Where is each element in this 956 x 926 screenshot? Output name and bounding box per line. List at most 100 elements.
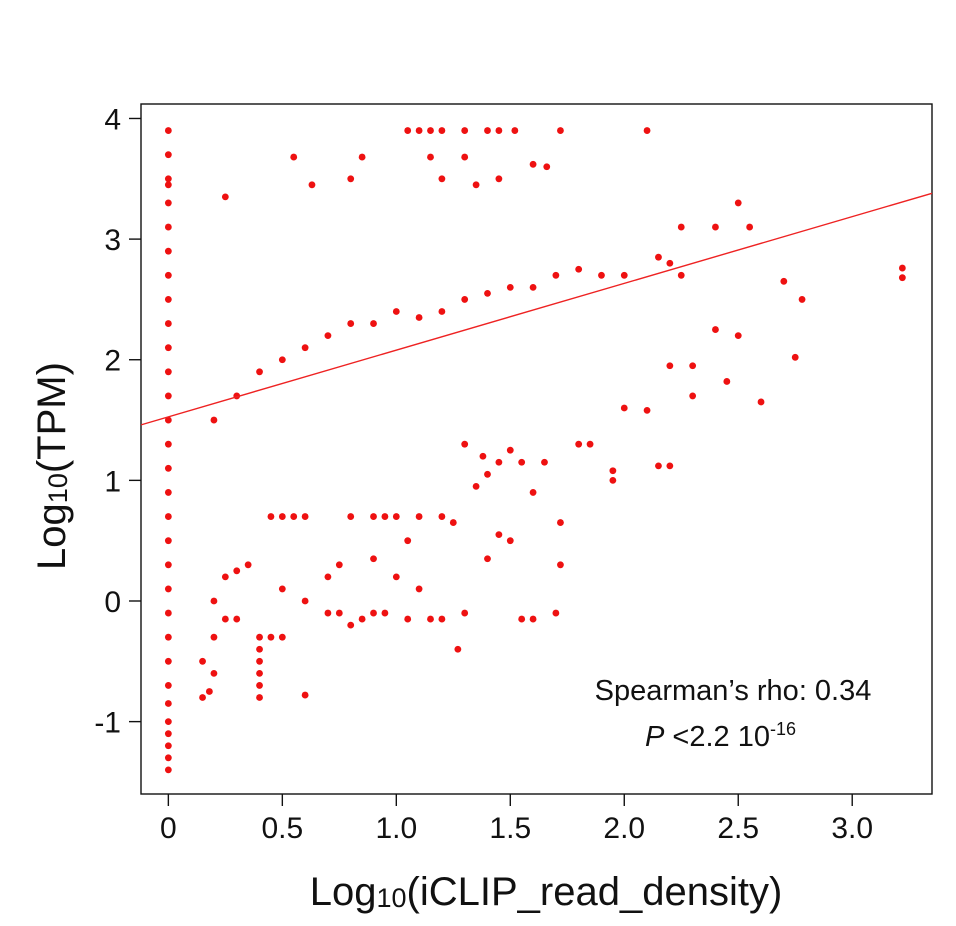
data-point xyxy=(780,277,788,285)
data-point xyxy=(164,271,172,279)
data-point xyxy=(301,513,309,520)
data-point xyxy=(256,633,263,641)
data-point xyxy=(278,356,286,364)
data-point xyxy=(278,633,286,641)
data-point xyxy=(484,470,491,478)
data-point xyxy=(381,513,389,520)
y-tick-label: 2 xyxy=(104,345,121,378)
data-point xyxy=(552,609,560,617)
x-tick-label: 2.0 xyxy=(603,812,645,845)
data-point xyxy=(461,440,469,448)
data-point xyxy=(898,264,906,272)
y-tick-label: 3 xyxy=(104,224,121,257)
data-point xyxy=(529,283,537,291)
data-point xyxy=(575,440,583,448)
data-point xyxy=(655,253,662,261)
data-point xyxy=(557,127,564,134)
data-point xyxy=(598,271,605,279)
data-point xyxy=(370,555,377,563)
data-point xyxy=(689,362,697,370)
annotation-p: P <2.2 10-16 xyxy=(645,719,796,753)
data-point xyxy=(278,513,286,520)
data-point xyxy=(221,573,229,581)
data-point xyxy=(484,555,491,563)
data-point xyxy=(233,567,241,575)
data-point xyxy=(438,513,446,520)
data-point xyxy=(324,332,332,340)
data-point xyxy=(461,609,469,617)
data-point xyxy=(267,513,275,520)
data-point xyxy=(666,362,674,370)
data-point xyxy=(347,320,355,327)
data-point xyxy=(427,153,434,161)
data-point xyxy=(210,597,218,605)
data-point xyxy=(557,561,564,569)
data-point xyxy=(370,513,377,520)
data-point xyxy=(256,645,263,653)
data-point xyxy=(256,694,263,701)
data-point xyxy=(518,615,526,623)
data-point xyxy=(712,223,719,231)
x-tick-label: 1.0 xyxy=(375,812,417,845)
data-point xyxy=(256,368,263,376)
data-point xyxy=(557,519,564,526)
data-point xyxy=(164,199,172,207)
data-point xyxy=(244,561,252,569)
data-point xyxy=(495,175,503,183)
x-axis: 0 0.5 1.0 1.5 2.0 2.5 3.0 xyxy=(160,794,873,845)
data-point xyxy=(301,344,309,352)
data-point xyxy=(210,669,218,677)
data-point xyxy=(164,561,172,569)
data-point xyxy=(278,585,286,593)
data-point xyxy=(164,657,172,665)
data-point xyxy=(164,718,172,726)
data-point xyxy=(734,332,742,340)
data-point xyxy=(712,326,719,333)
data-point xyxy=(256,682,263,689)
x-tick-label: 1.5 xyxy=(489,812,531,845)
data-point xyxy=(898,274,906,282)
data-point xyxy=(347,513,355,520)
data-point xyxy=(438,308,446,315)
data-point xyxy=(529,160,537,168)
data-point xyxy=(438,175,446,183)
data-point xyxy=(301,691,309,699)
data-point xyxy=(438,127,446,134)
data-point xyxy=(643,127,651,134)
data-point xyxy=(723,378,731,385)
data-point xyxy=(677,271,685,279)
data-point xyxy=(164,489,172,496)
data-point xyxy=(381,609,389,617)
data-point xyxy=(164,416,172,424)
data-point xyxy=(472,181,480,189)
data-point xyxy=(495,127,503,134)
data-point xyxy=(164,223,172,231)
data-point xyxy=(164,320,172,327)
data-point xyxy=(164,440,172,448)
data-point xyxy=(164,392,172,400)
data-point xyxy=(221,193,229,201)
data-point xyxy=(620,271,628,279)
data-point xyxy=(798,296,806,303)
annotation-rho: Spearman’s rho: 0.34 xyxy=(595,675,872,707)
data-point xyxy=(370,609,377,617)
data-point xyxy=(506,537,514,545)
data-point xyxy=(221,615,229,623)
data-point xyxy=(484,289,491,297)
data-point xyxy=(370,320,377,327)
data-point xyxy=(461,296,469,303)
data-point xyxy=(427,127,434,134)
data-point xyxy=(461,153,469,161)
data-point xyxy=(199,657,206,665)
y-tick-label: -1 xyxy=(94,707,121,740)
data-point xyxy=(495,531,503,539)
data-point xyxy=(518,458,526,466)
data-point xyxy=(164,151,172,159)
data-point xyxy=(164,368,172,376)
data-point xyxy=(164,513,172,520)
data-point xyxy=(164,700,172,707)
data-point xyxy=(335,561,343,569)
data-point xyxy=(543,163,551,171)
x-tick-label: 0.5 xyxy=(261,812,303,845)
